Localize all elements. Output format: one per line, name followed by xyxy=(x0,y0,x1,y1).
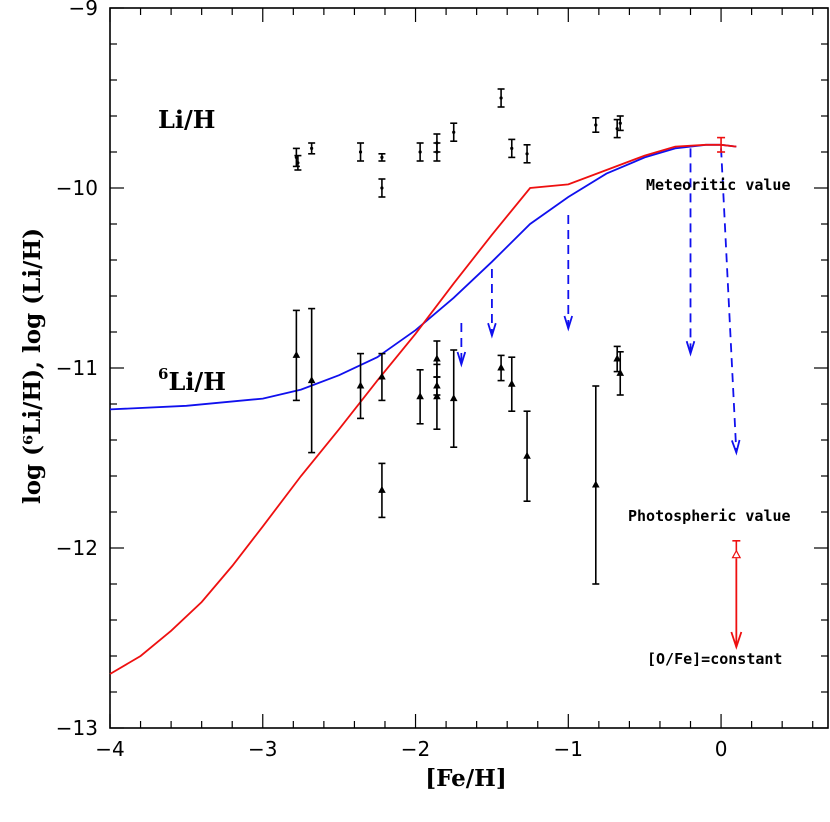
upper-limit-arrowhead xyxy=(487,322,497,339)
y-tick-label: −13 xyxy=(56,716,98,740)
x-tick-label: −2 xyxy=(401,737,430,761)
axis-tick-labels: −4 −3 −2 −1 0−9−10−11−12−13 xyxy=(56,0,728,761)
li6-label-text: Li/H xyxy=(168,367,225,396)
y-tick-label: −12 xyxy=(56,536,98,560)
6Li/H-point xyxy=(591,480,600,488)
y-tick-label: −10 xyxy=(56,176,98,200)
Li/H-point xyxy=(499,96,503,100)
upper-limit-arrowhead xyxy=(563,315,573,332)
solar-values xyxy=(717,136,743,650)
model-curves xyxy=(109,143,737,675)
Li/H-point xyxy=(418,150,422,154)
6Li/H-point xyxy=(449,394,458,402)
Li/H-point xyxy=(380,186,384,190)
Li/H-point xyxy=(510,146,514,150)
upper-limit-arrows xyxy=(456,148,741,456)
Li/H-point xyxy=(594,123,598,127)
data-points xyxy=(292,88,625,585)
6Li/H-point xyxy=(416,392,424,400)
x-tick-label: −3 xyxy=(248,737,277,761)
Li/H-point xyxy=(358,150,363,154)
model-red-curve xyxy=(109,143,737,675)
Li/H-point xyxy=(618,121,622,125)
x-tick-label: 0 xyxy=(715,737,728,761)
6Li/H-point xyxy=(433,381,441,389)
Li/H-point xyxy=(296,161,300,165)
upper-limit-shaft xyxy=(720,148,738,453)
y-axis-label: log (⁶Li/H), log (Li/H) xyxy=(19,228,46,504)
x-axis-label: [Fe/H] xyxy=(425,765,507,792)
6Li/H-point xyxy=(378,485,386,493)
Li/H-point xyxy=(435,150,439,154)
Li/H-point xyxy=(615,127,619,131)
6Li/H-point xyxy=(613,354,621,362)
6Li/H-point xyxy=(507,379,516,387)
upper-limit-arrowhead xyxy=(731,439,741,456)
6Li/H-point xyxy=(356,381,365,389)
upper-limit-arrowhead xyxy=(456,351,467,368)
constant-label: [O/Fe]=constant xyxy=(647,650,782,668)
y-tick-label: −11 xyxy=(56,356,98,380)
li-label: Li/H xyxy=(158,105,215,134)
Li/H-point xyxy=(310,146,314,150)
solar-arrowhead xyxy=(730,631,743,650)
Li/H-point xyxy=(380,155,384,159)
y-tick-label: −9 xyxy=(69,0,98,20)
axis-ticks xyxy=(109,7,828,729)
6Li/H-point xyxy=(292,350,301,358)
6Li/H-point xyxy=(307,376,316,384)
6Li/H-point xyxy=(378,372,386,380)
upper-limit-arrowhead xyxy=(685,340,696,357)
Li/H-point xyxy=(525,152,529,156)
model-blue-curve xyxy=(109,143,737,411)
6Li/H-point xyxy=(616,368,625,376)
x-tick-label: −1 xyxy=(554,737,583,761)
6Li/H-point xyxy=(497,363,505,371)
meteoritic-label: Meteoritic value xyxy=(646,176,791,194)
6Li/H-point xyxy=(433,354,441,362)
solar-point xyxy=(731,549,742,559)
x-tick-label: −4 xyxy=(95,737,124,761)
photospheric-label: Photospheric value xyxy=(628,507,791,525)
li6-label: 6Li/H xyxy=(158,365,226,396)
li6-label-superscript: 6 xyxy=(158,365,168,383)
6Li/H-point xyxy=(523,451,531,459)
Li/H-point xyxy=(452,130,456,134)
